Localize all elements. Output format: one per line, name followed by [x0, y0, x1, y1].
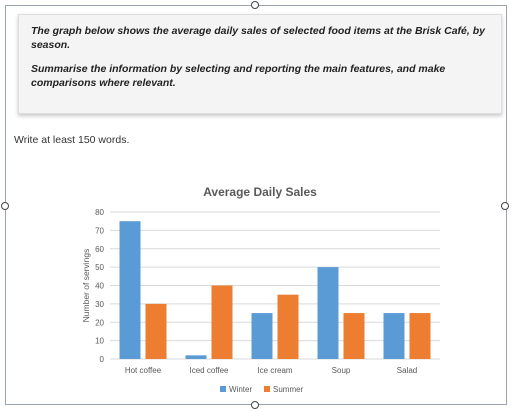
x-tick-label: Soup	[332, 366, 351, 375]
bar-summer-salad	[409, 313, 431, 359]
word-count-instruction: Write at least 150 words.	[14, 134, 130, 146]
y-tick-label: 50	[95, 263, 104, 272]
resize-handle-top[interactable]	[251, 1, 259, 9]
y-tick-label: 40	[95, 282, 104, 291]
bar-summer-iced-coffee	[211, 285, 233, 359]
bar-winter-soup	[317, 267, 339, 359]
task-prompt-box: The graph below shows the average daily …	[18, 14, 502, 114]
y-tick-label: 70	[95, 226, 104, 235]
x-tick-label: Iced coffee	[190, 366, 230, 375]
chart-title: Average Daily Sales	[203, 185, 317, 199]
y-tick-label: 0	[100, 355, 105, 364]
chart-svg: Average Daily Sales Number of servings 0…	[81, 185, 440, 394]
legend-swatch-winter	[220, 386, 226, 392]
legend: Winter Summer	[220, 385, 304, 394]
y-tick-label: 10	[95, 337, 104, 346]
legend-label-winter: Winter	[229, 385, 252, 394]
resize-handle-left[interactable]	[1, 202, 9, 210]
x-tick-label: Ice cream	[257, 366, 292, 375]
bar-chart: Average Daily Sales Number of servings 0…	[60, 178, 460, 403]
prompt-paragraph-1: The graph below shows the average daily …	[31, 25, 485, 51]
resize-handle-right[interactable]	[501, 202, 509, 210]
legend-swatch-summer	[264, 386, 270, 392]
y-axis-label: Number of servings	[81, 249, 91, 323]
legend-label-summer: Summer	[273, 385, 304, 394]
y-tick-label: 30	[95, 300, 104, 309]
y-tick-label: 80	[95, 208, 104, 217]
x-tick-labels: Hot coffee Iced coffee Ice cream Soup Salad	[125, 366, 417, 375]
y-tick-label: 20	[95, 318, 104, 327]
x-tick-label: Salad	[397, 366, 417, 375]
bar-summer-hot-coffee	[145, 303, 167, 359]
bar-winter-hot-coffee	[119, 221, 141, 359]
bar-summer-ice-cream	[277, 294, 299, 359]
bars	[119, 221, 431, 359]
x-tick-label: Hot coffee	[125, 366, 162, 375]
bar-winter-ice-cream	[251, 313, 273, 359]
bar-winter-iced-coffee	[185, 355, 207, 359]
prompt-paragraph-2: Summarise the information by selecting a…	[31, 63, 446, 89]
bar-summer-soup	[343, 313, 365, 359]
y-tick-label: 60	[95, 245, 104, 254]
y-tick-labels: 0 10 20 30 40 50 60 70 80	[95, 208, 104, 364]
bar-winter-salad	[383, 313, 405, 359]
